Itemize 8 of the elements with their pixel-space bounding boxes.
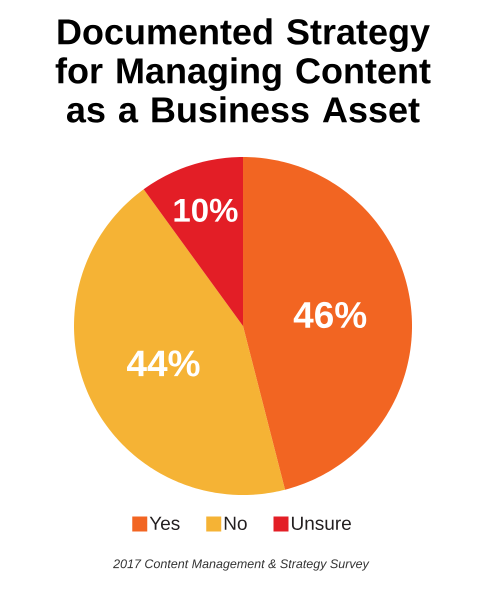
data-label: 10%: [174, 198, 238, 222]
data-label: 46%: [294, 302, 366, 328]
text: 2017 Content Management & Strategy Survey: [113, 559, 370, 571]
data-label: 44%: [127, 350, 200, 376]
legend-label: Yes: [150, 516, 180, 530]
legend-label: Unsure: [292, 516, 351, 530]
chart-title: Documented Strategy for Managing Content as a Business Asset: [56, 18, 431, 123]
legend-label: No: [224, 516, 247, 530]
